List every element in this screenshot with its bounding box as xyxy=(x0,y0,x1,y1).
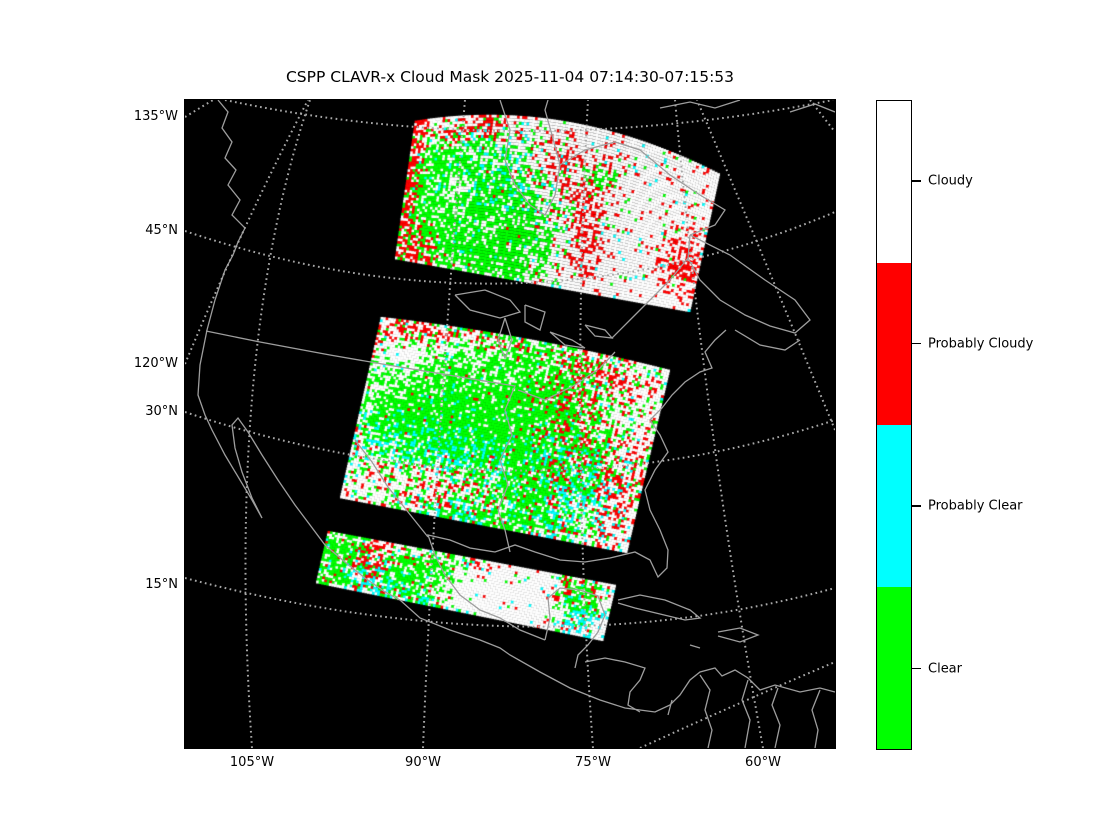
coastline xyxy=(524,304,546,331)
colorbar-label: Probably Cloudy xyxy=(928,336,1034,352)
coastline xyxy=(734,329,801,351)
graticule-gridline xyxy=(674,100,764,748)
coastline xyxy=(499,100,561,216)
graticule-gridline xyxy=(185,211,835,285)
coastline xyxy=(617,594,702,621)
colorbar-label: Cloudy xyxy=(928,173,973,189)
y-tick-label: 15°N xyxy=(145,577,178,592)
colorbar-tick xyxy=(912,667,921,670)
graticule-gridline xyxy=(696,100,835,431)
map-canvas-area xyxy=(184,99,836,749)
coastline xyxy=(659,100,741,109)
coastline xyxy=(205,330,516,553)
graticule-gridline xyxy=(224,100,834,132)
coastline xyxy=(689,644,701,649)
plot-title: CSPP CLAVR-x Cloud Mask 2025-11-04 07:14… xyxy=(285,68,735,86)
colorbar-tick xyxy=(912,342,921,345)
coastline xyxy=(741,679,751,748)
coastline xyxy=(544,587,606,669)
coastline xyxy=(584,324,614,339)
colorbar-segment xyxy=(877,587,911,749)
graticule-gridline xyxy=(579,100,594,748)
coastline xyxy=(667,699,673,716)
coastline xyxy=(354,439,429,538)
coastline xyxy=(771,687,781,748)
graticule-gridline xyxy=(244,100,311,748)
coastline xyxy=(687,234,811,334)
coastline xyxy=(517,351,616,401)
colorbar-label: Probably Clear xyxy=(928,498,1023,514)
coastline xyxy=(789,103,835,113)
x-tick-label: 90°W xyxy=(405,755,441,770)
coastline xyxy=(549,331,586,349)
colorbar-tick xyxy=(912,505,921,507)
cloud-mask-swaths xyxy=(185,100,835,748)
y-tick-label: 120°W xyxy=(133,356,178,371)
coastline xyxy=(559,141,726,236)
coastline-grid-overlay xyxy=(185,100,835,748)
coastline xyxy=(717,627,760,643)
x-tick-label: 60°W xyxy=(745,755,781,770)
x-tick-label: 105°W xyxy=(229,755,275,770)
coastline xyxy=(426,329,727,641)
graticule-gridline xyxy=(809,100,835,133)
coastline xyxy=(497,317,513,360)
coastline xyxy=(811,689,821,748)
y-tick-label: 30°N xyxy=(145,404,178,419)
graticule-gridline xyxy=(185,411,835,472)
y-tick-label: 45°N xyxy=(145,223,178,238)
x-tick-label: 75°W xyxy=(575,755,611,770)
coastline xyxy=(699,674,713,748)
coastline xyxy=(454,289,522,319)
y-tick-label: 135°W xyxy=(133,109,178,124)
colorbar: Cloudy Probably Cloudy Probably Clear Clear xyxy=(876,100,1116,750)
colorbar-label: Clear xyxy=(928,661,962,677)
graticule-gridline xyxy=(422,100,466,748)
colorbar-segment xyxy=(877,425,911,587)
colorbar-tick xyxy=(912,180,921,182)
coastline xyxy=(197,100,835,713)
graticule-gridline xyxy=(185,100,214,118)
coastline xyxy=(611,257,689,339)
graticule-gridline xyxy=(185,100,309,365)
graticule-gridline xyxy=(185,577,835,628)
colorbar-segment xyxy=(877,263,911,425)
coastline xyxy=(584,657,646,713)
colorbar-segment xyxy=(877,101,911,263)
colorbar-bar xyxy=(876,100,912,750)
